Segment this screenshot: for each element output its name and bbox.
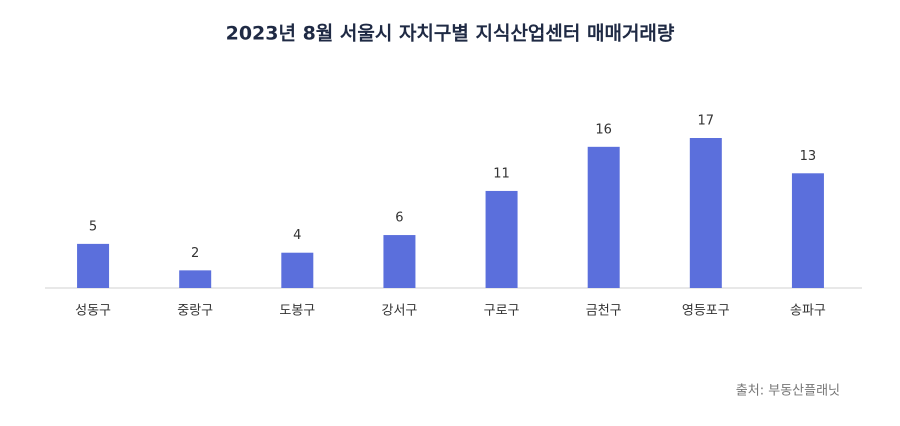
x-tick-label: 금천구 [586,304,622,319]
chart-title: 2023년 8월 서울시 자치구별 지식산업센터 매매거래량 [226,23,675,45]
data-label: 17 [698,114,715,129]
data-label: 13 [800,149,817,164]
x-tick-label: 중랑구 [177,304,213,319]
data-label: 6 [395,211,403,226]
bar [791,173,824,288]
bar [587,146,620,288]
data-label: 2 [191,246,199,261]
bar [689,138,722,288]
bar [77,243,110,288]
bar [485,190,518,288]
x-tick-label: 영등포구 [682,304,730,319]
data-label: 4 [293,228,301,243]
data-label: 16 [595,122,612,137]
data-label: 5 [89,219,97,234]
bar [383,235,416,288]
bar [179,270,212,288]
x-tick-label: 성동구 [75,304,111,319]
source-note: 출처: 부동산플래닛 [736,384,840,399]
data-label: 11 [493,166,510,181]
x-tick-label: 도봉구 [279,304,315,319]
x-tick-label: 구로구 [484,304,520,319]
bar [281,252,314,288]
x-tick-label: 송파구 [790,304,826,319]
x-tick-label: 강서구 [381,304,417,319]
